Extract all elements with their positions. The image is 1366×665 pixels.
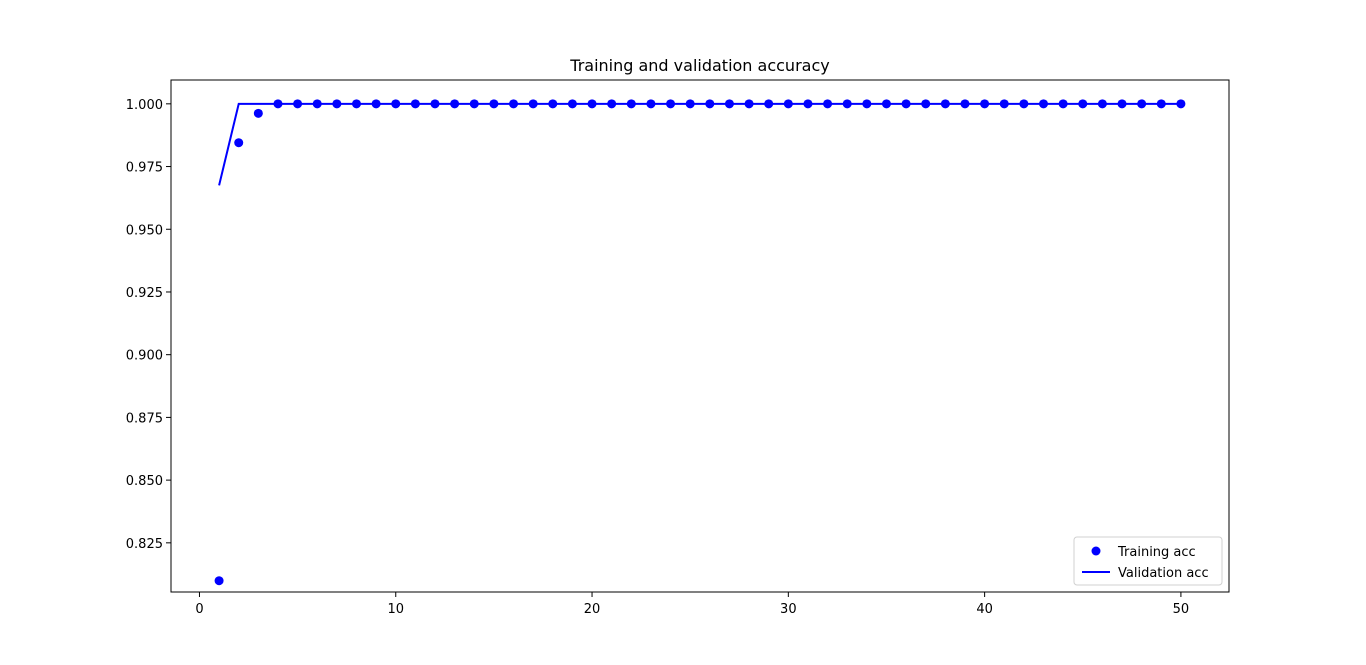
y-tick-label: 0.950 — [126, 223, 163, 238]
x-tick-label: 30 — [780, 602, 797, 617]
y-tick-label: 0.850 — [126, 474, 163, 489]
legend-label: Validation acc — [1118, 566, 1209, 581]
validation-acc-line — [218, 102, 1181, 186]
series-layer — [214, 99, 1186, 586]
y-tick-label: 0.875 — [126, 411, 163, 426]
x-tick-label: 40 — [976, 602, 993, 617]
x-tick-label: 20 — [584, 602, 601, 617]
training-acc-point — [234, 138, 244, 148]
y-tick-label: 0.900 — [126, 349, 163, 364]
training-acc-point — [214, 576, 224, 586]
legend-box — [1073, 536, 1223, 586]
legend-label: Training acc — [1117, 545, 1196, 560]
chart-title: Training and validation accuracy — [569, 56, 829, 75]
x-tick-label: 50 — [1173, 602, 1190, 617]
y-tick-label: 0.925 — [126, 286, 163, 301]
axes-frame — [170, 79, 1230, 593]
x-tick-label: 10 — [387, 602, 404, 617]
x-axis: 0 10 20 30 40 50 — [195, 592, 1189, 617]
legend: Training acc Validation acc — [1073, 536, 1223, 586]
plot-area: 0 10 20 30 40 50 0.825 0.850 0.875 0.900 0.925 0.9… — [126, 79, 1230, 617]
training-acc-point — [253, 108, 263, 118]
y-tick-label: 1.000 — [126, 98, 163, 113]
y-axis: 0.825 0.850 0.875 0.900 0.925 0.950 0.975 1.000 — [126, 98, 171, 552]
legend-marker-swatch — [1091, 546, 1101, 556]
y-tick-label: 0.975 — [126, 161, 163, 176]
y-tick-label: 0.825 — [126, 537, 163, 552]
x-tick-label: 0 — [195, 602, 203, 617]
